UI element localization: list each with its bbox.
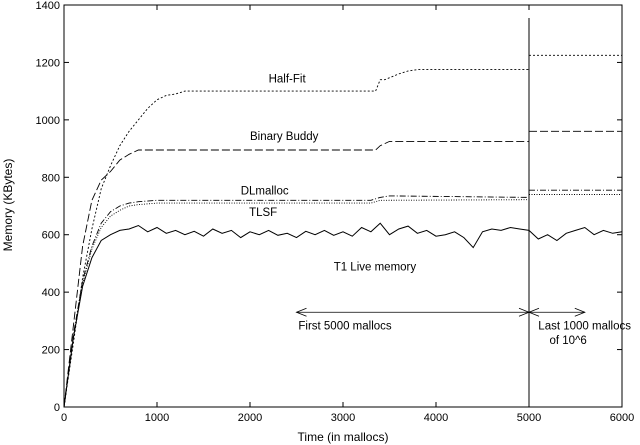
x-tick-label: 3000 — [331, 412, 355, 424]
annotation-text: Last 1000 mallocs — [538, 320, 631, 332]
x-tick-label: 4000 — [424, 412, 448, 424]
plot-frame — [63, 4, 623, 408]
x-tick-label: 0 — [61, 412, 67, 424]
x-tick-label: 2000 — [238, 412, 262, 424]
series-line-2 — [63, 195, 530, 408]
y-tick-label: 1000 — [36, 115, 60, 127]
series-lines — [63, 18, 623, 408]
arrowhead-right — [574, 307, 586, 317]
series-line-0 — [63, 69, 529, 408]
annotation-text: of 10^6 — [549, 335, 586, 347]
x-axis-title: Time (in mallocs) — [298, 430, 389, 444]
x-tick-label: 6000 — [610, 412, 634, 424]
x-tick-label: 5000 — [517, 412, 541, 424]
y-tick-label: 200 — [42, 345, 60, 357]
axis-ticks: 0 1000 2000 3000 4000 5000 6000 0 200 400 600 800 10… — [36, 0, 635, 424]
y-tick-label: 1400 — [36, 0, 60, 12]
y-axis-title: Memory (KBytes) — [1, 159, 15, 252]
y-tick-label: 400 — [42, 287, 60, 299]
y-tick-label: 1200 — [36, 57, 60, 69]
series-label: Binary Buddy — [250, 131, 319, 143]
annotations: First 5000 mallocs Last 1000 mallocs of 10… — [295, 307, 631, 347]
arrowhead-left — [527, 307, 540, 317]
series-label: Half-Fit — [269, 74, 307, 86]
series-line-4 — [63, 222, 623, 408]
series-line-1 — [63, 140, 529, 408]
annotation-text: First 5000 mallocs — [298, 320, 392, 332]
x-tick-label: 1000 — [145, 412, 169, 424]
series-line-3 — [63, 199, 530, 408]
series-label: TLSF — [249, 207, 277, 219]
plot-border — [63, 4, 623, 408]
y-tick-label: 800 — [42, 172, 60, 184]
arrowhead-left — [295, 307, 307, 317]
y-tick-label: 600 — [42, 230, 60, 242]
series-label: T1 Live memory — [334, 262, 417, 274]
y-tick-label: 0 — [54, 402, 60, 414]
series-labels: Half-Fit Binary Buddy DLmalloc TLSF T1 Live … — [241, 74, 417, 274]
series-label: DLmalloc — [241, 186, 289, 198]
